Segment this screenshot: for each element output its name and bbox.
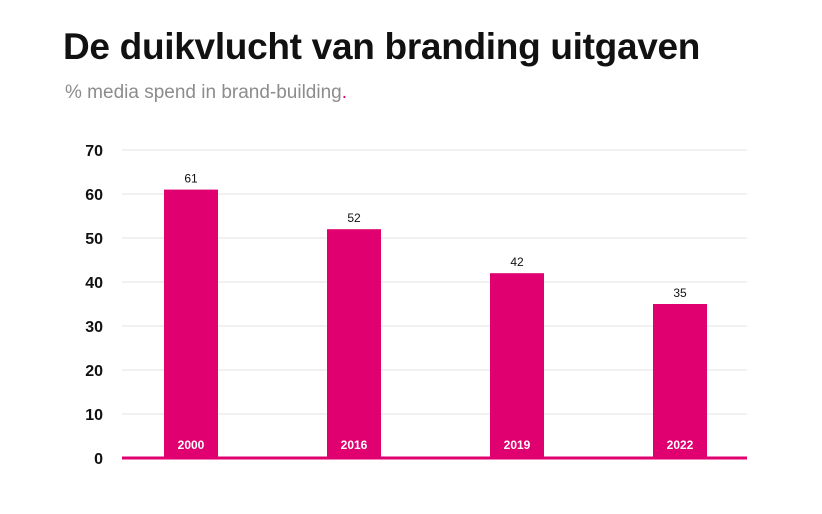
y-tick-label: 40	[85, 275, 103, 292]
bar	[327, 229, 381, 458]
bar-value-label: 35	[673, 286, 687, 300]
bar-value-label: 52	[347, 211, 361, 225]
bar-value-label: 61	[184, 172, 198, 186]
chart-title: De duikvlucht van branding uitgaven	[63, 26, 701, 67]
y-tick-label: 30	[85, 319, 103, 336]
value-labels: 61 52 42 35	[184, 172, 687, 300]
x-category-label: 2000	[178, 438, 205, 452]
bar	[164, 189, 218, 458]
bars	[164, 189, 707, 458]
y-tick-label: 0	[94, 451, 103, 468]
bar	[490, 273, 544, 458]
subtitle-accent-dot: .	[341, 82, 348, 103]
y-tick-label: 50	[85, 231, 103, 248]
category-labels: 2000 2016 2019 2022	[178, 438, 694, 452]
y-tick-label: 10	[85, 407, 103, 424]
gridlines	[122, 149, 747, 415]
x-category-label: 2016	[341, 438, 368, 452]
y-tick-label: 20	[85, 363, 103, 380]
y-tick-label: 60	[85, 187, 103, 204]
bar	[653, 304, 707, 458]
x-category-label: 2022	[667, 438, 694, 452]
y-axis-ticks: 0 10 20 30 40 50 60 70	[85, 143, 103, 468]
x-category-label: 2019	[504, 438, 531, 452]
subtitle-text: % media spend in brand-building	[65, 82, 342, 103]
y-tick-label: 70	[85, 143, 103, 160]
bar-value-label: 42	[510, 255, 524, 269]
chart-subtitle: % media spend in brand-building.	[65, 82, 347, 104]
